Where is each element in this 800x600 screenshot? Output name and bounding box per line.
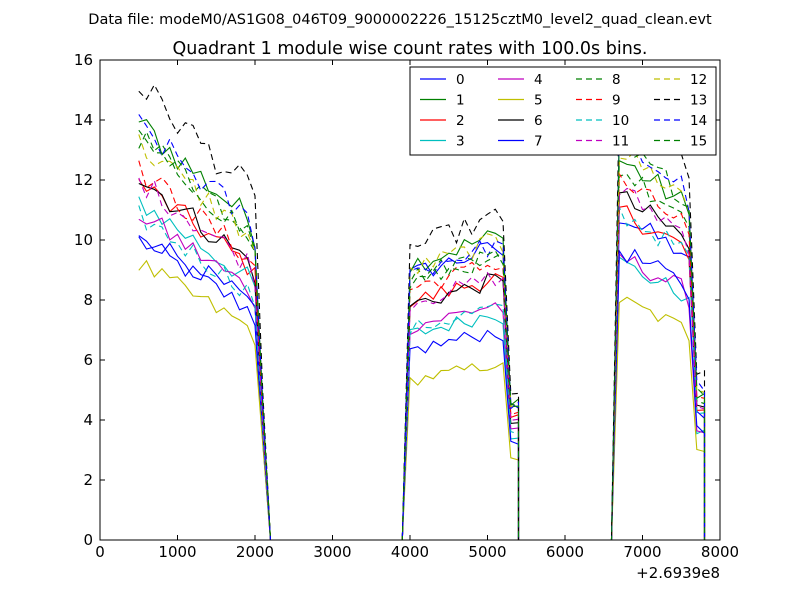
- y-tick-label: 6: [83, 351, 93, 369]
- series-line-14: [138, 114, 706, 540]
- x-tick-label: 8000: [701, 543, 739, 561]
- series-line-12: [138, 134, 706, 540]
- legend-label-11: 11: [612, 134, 629, 150]
- legend-label-13: 13: [690, 93, 707, 109]
- legend-label-6: 6: [534, 113, 543, 129]
- legend-label-7: 7: [534, 134, 543, 150]
- x-tick-label: 0: [95, 543, 105, 561]
- series-line-1: [138, 119, 706, 540]
- legend-label-15: 15: [690, 134, 707, 150]
- y-tick-label: 14: [74, 111, 93, 129]
- y-tick-label: 2: [83, 471, 93, 489]
- legend-label-14: 14: [690, 113, 707, 129]
- legend-label-10: 10: [612, 113, 629, 129]
- legend-label-1: 1: [456, 93, 465, 109]
- legend-label-5: 5: [534, 93, 543, 109]
- series-line-4: [138, 217, 706, 540]
- series-layer: [138, 83, 706, 540]
- legend-label-4: 4: [534, 72, 543, 88]
- legend-label-8: 8: [612, 72, 621, 88]
- x-axis: 0 1000 2000 3000 4000 5000 6000 7000 8000: [95, 60, 739, 561]
- legend-label-9: 9: [612, 93, 621, 109]
- series-line-5: [138, 259, 706, 540]
- x-tick-label: 1000: [158, 543, 196, 561]
- x-offset-label: +2.6939e8: [636, 564, 720, 582]
- series-line-2: [138, 179, 706, 540]
- series-line-9: [138, 160, 706, 540]
- y-tick-label: 12: [74, 171, 93, 189]
- series-line-7: [138, 235, 706, 540]
- x-tick-label: 7000: [623, 543, 661, 561]
- series-line-0: [138, 222, 706, 540]
- y-tick-label: 8: [83, 291, 93, 309]
- y-tick-label: 0: [83, 531, 93, 549]
- y-tick-label: 10: [74, 231, 93, 249]
- legend-label-3: 3: [456, 134, 465, 150]
- y-tick-label: 4: [83, 411, 93, 429]
- series-line-10: [138, 205, 706, 540]
- series-line-13: [138, 83, 706, 540]
- x-tick-label: 2000: [236, 543, 274, 561]
- series-line-15: [138, 129, 706, 540]
- data-file-label: Data file: modeM0/AS1G08_046T09_90000022…: [88, 12, 712, 28]
- legend-label-12: 12: [690, 72, 707, 88]
- legend-label-0: 0: [456, 72, 465, 88]
- series-line-6: [138, 182, 706, 540]
- x-tick-label: 3000: [313, 543, 351, 561]
- series-line-8: [138, 130, 706, 540]
- legend-label-2: 2: [456, 113, 465, 129]
- x-tick-label: 4000: [391, 543, 429, 561]
- x-tick-label: 6000: [546, 543, 584, 561]
- x-tick-label: 5000: [468, 543, 506, 561]
- series-line-3: [138, 196, 706, 540]
- y-tick-label: 16: [74, 51, 93, 69]
- series-line-11: [138, 177, 706, 540]
- chart-title: Quadrant 1 module wise count rates with …: [173, 39, 648, 59]
